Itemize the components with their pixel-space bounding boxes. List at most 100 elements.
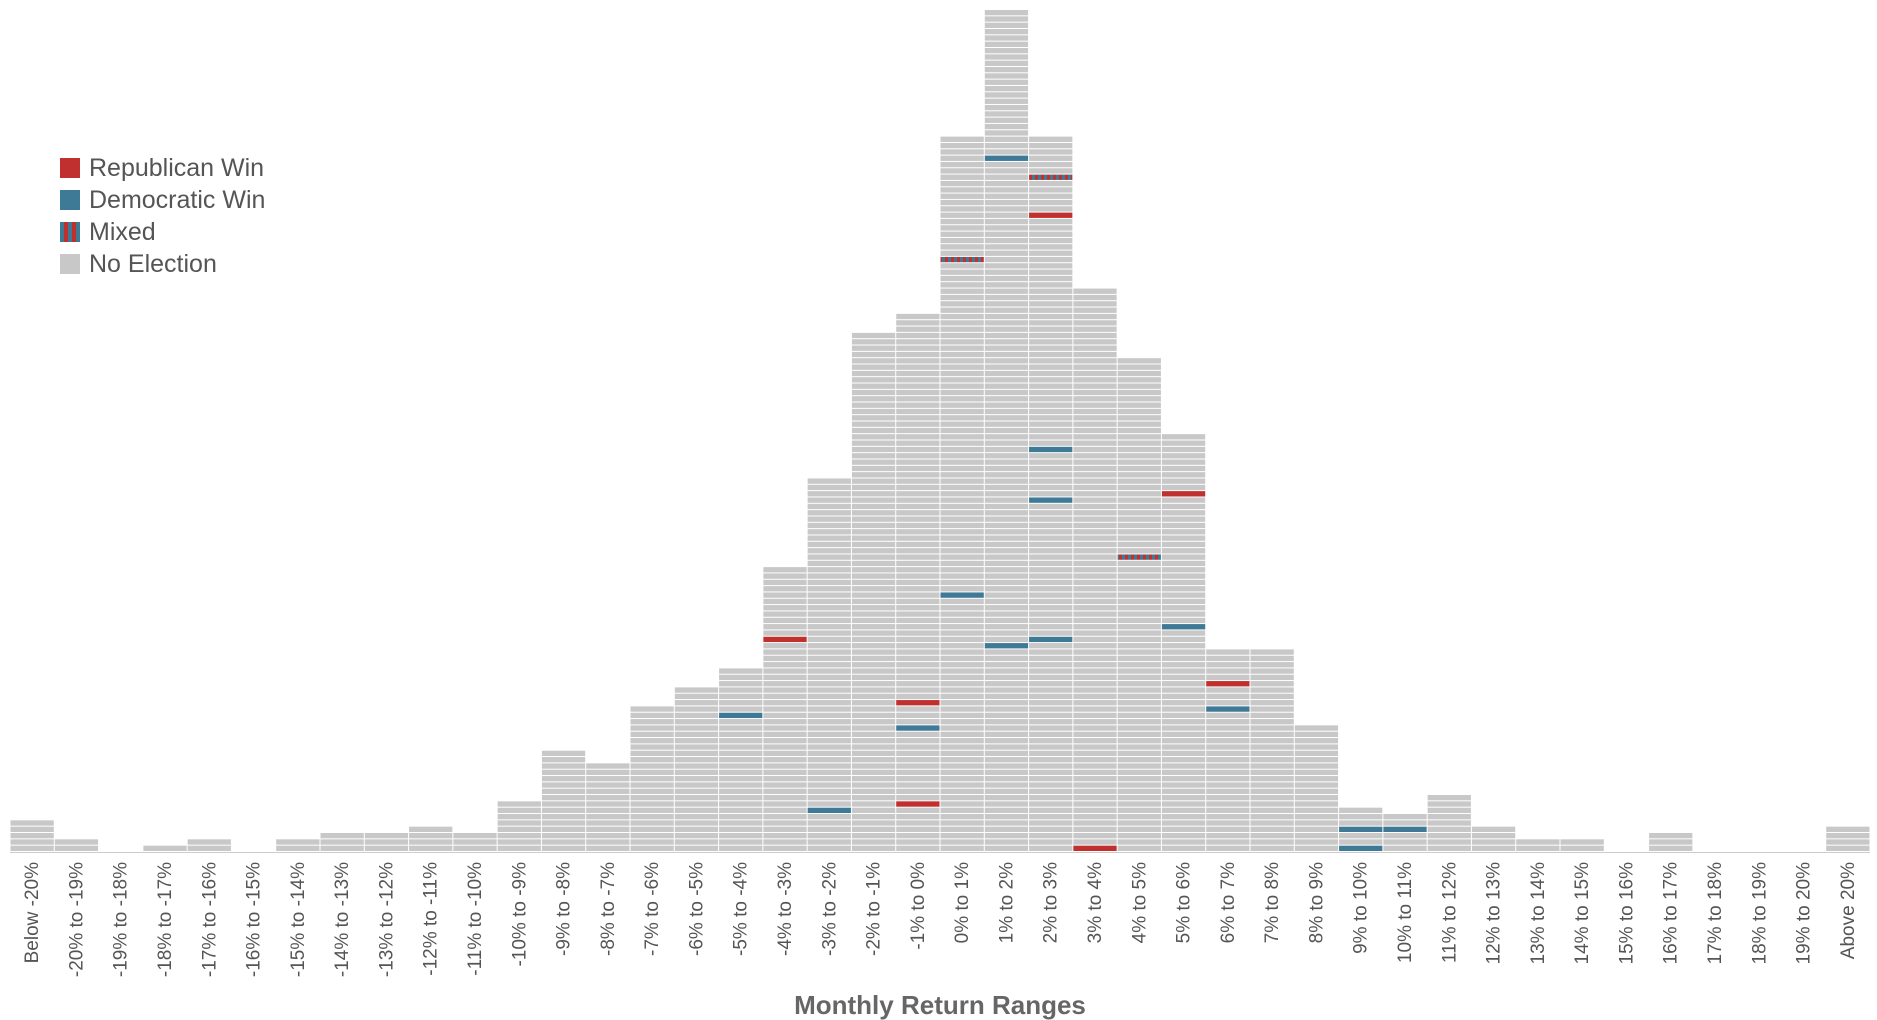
bar-cell xyxy=(630,814,674,820)
bar-cell xyxy=(719,719,763,725)
x-tick-label: -14% to -13% xyxy=(332,862,353,977)
bar-cell xyxy=(674,744,719,750)
bar-cell xyxy=(1029,687,1073,693)
bar-cell xyxy=(1560,845,1604,851)
bar-cell xyxy=(763,725,807,731)
bar-cell xyxy=(896,731,940,738)
bar-cell xyxy=(1073,820,1117,826)
bar-cell xyxy=(1206,668,1250,674)
x-tick-labels: Below -20% -20% to -19% -19% to -18% -18% t… xyxy=(22,862,1859,977)
bar-cell xyxy=(984,655,1029,662)
bar-cell xyxy=(1250,769,1294,776)
bar-cell xyxy=(1117,624,1161,630)
bar-cell xyxy=(541,826,586,833)
bar-cell xyxy=(807,763,851,769)
bar-cell xyxy=(763,674,807,681)
bar-cell xyxy=(1029,465,1073,472)
bar-cell xyxy=(807,826,851,833)
bar-cell xyxy=(896,510,940,516)
bar-cell xyxy=(807,567,851,573)
bar-cell xyxy=(1117,434,1161,440)
bar-cell xyxy=(984,174,1029,180)
bar-cell xyxy=(1029,712,1073,719)
bar-cell xyxy=(1073,434,1117,440)
legend-label-no-election: No Election xyxy=(89,249,217,278)
bar-cell xyxy=(1206,649,1250,655)
bar-cell xyxy=(1073,358,1117,364)
bar-cell xyxy=(984,326,1029,332)
bar-cell xyxy=(1073,795,1117,801)
bar-cell xyxy=(807,769,851,776)
bar-cell xyxy=(586,814,630,820)
bar-cell xyxy=(1029,700,1073,706)
bar-cell xyxy=(763,839,807,845)
bar-cell xyxy=(940,402,984,408)
bar-cell xyxy=(1383,839,1427,845)
bar-cell xyxy=(1029,269,1073,275)
bar-cell xyxy=(1117,364,1161,370)
bar-cell xyxy=(719,750,763,757)
bar-cell xyxy=(1427,845,1471,851)
bar-cell xyxy=(1250,782,1294,788)
bar-cell xyxy=(1117,503,1161,510)
bar-cell xyxy=(851,522,896,529)
bar-cell xyxy=(1073,326,1117,332)
bar-cell xyxy=(1029,263,1073,269)
bar-cell xyxy=(541,845,586,851)
bar-cell xyxy=(940,719,984,725)
bar-cell xyxy=(541,795,586,801)
bar-cell xyxy=(1161,548,1206,554)
bar-cell xyxy=(984,339,1029,345)
bar-cell xyxy=(1029,744,1073,750)
bar-cell xyxy=(984,345,1029,351)
bar-cell xyxy=(851,820,896,826)
bar-cell xyxy=(630,826,674,833)
bar-cell xyxy=(719,807,763,814)
bar-cell xyxy=(851,750,896,757)
bar-cell xyxy=(1294,788,1339,795)
bar-cell xyxy=(940,193,984,199)
bar-cell xyxy=(896,744,940,750)
bar-cell xyxy=(851,763,896,769)
bar-cell xyxy=(674,700,719,706)
bar-cell xyxy=(1029,643,1073,649)
x-tick-label: 7% to 8% xyxy=(1262,862,1283,943)
bar-cell xyxy=(719,788,763,795)
bar-cell xyxy=(1029,801,1073,807)
bar-cell-mixed xyxy=(1117,554,1161,560)
x-tick-label: -5% to -4% xyxy=(731,862,752,956)
bar-cell xyxy=(940,757,984,763)
bar-cell xyxy=(851,845,896,851)
bar-cell xyxy=(1117,415,1161,421)
bar-cell xyxy=(807,750,851,757)
bar-cell xyxy=(940,174,984,180)
bar-cell xyxy=(851,769,896,776)
bar-cell xyxy=(940,554,984,560)
bar-cell xyxy=(1117,598,1161,605)
bar-cell xyxy=(851,396,896,402)
bar-cell xyxy=(896,446,940,453)
legend-swatch-mixed xyxy=(60,222,80,242)
bar-cell xyxy=(1161,516,1206,522)
bar-cell xyxy=(1161,630,1206,636)
bar-cell xyxy=(940,503,984,510)
bar-cell xyxy=(630,839,674,845)
bar-cell xyxy=(1250,776,1294,782)
bar-cell xyxy=(984,788,1029,795)
bar-cell xyxy=(1073,446,1117,453)
bar-cell xyxy=(1029,807,1073,814)
bar-cell xyxy=(1073,769,1117,776)
bar-cell xyxy=(409,833,453,839)
bar-cell xyxy=(1294,801,1339,807)
bar-cell xyxy=(807,636,851,643)
bar-cell xyxy=(763,744,807,750)
bar-cell xyxy=(807,548,851,554)
bar-cell xyxy=(1073,592,1117,598)
bar-cell xyxy=(497,845,541,851)
bar-cell xyxy=(1073,383,1117,389)
bar-cell xyxy=(851,636,896,643)
bar-cell xyxy=(1161,446,1206,453)
bar-cell xyxy=(807,782,851,788)
bar-cell-democratic xyxy=(1339,826,1383,833)
bar-cell xyxy=(1250,687,1294,693)
